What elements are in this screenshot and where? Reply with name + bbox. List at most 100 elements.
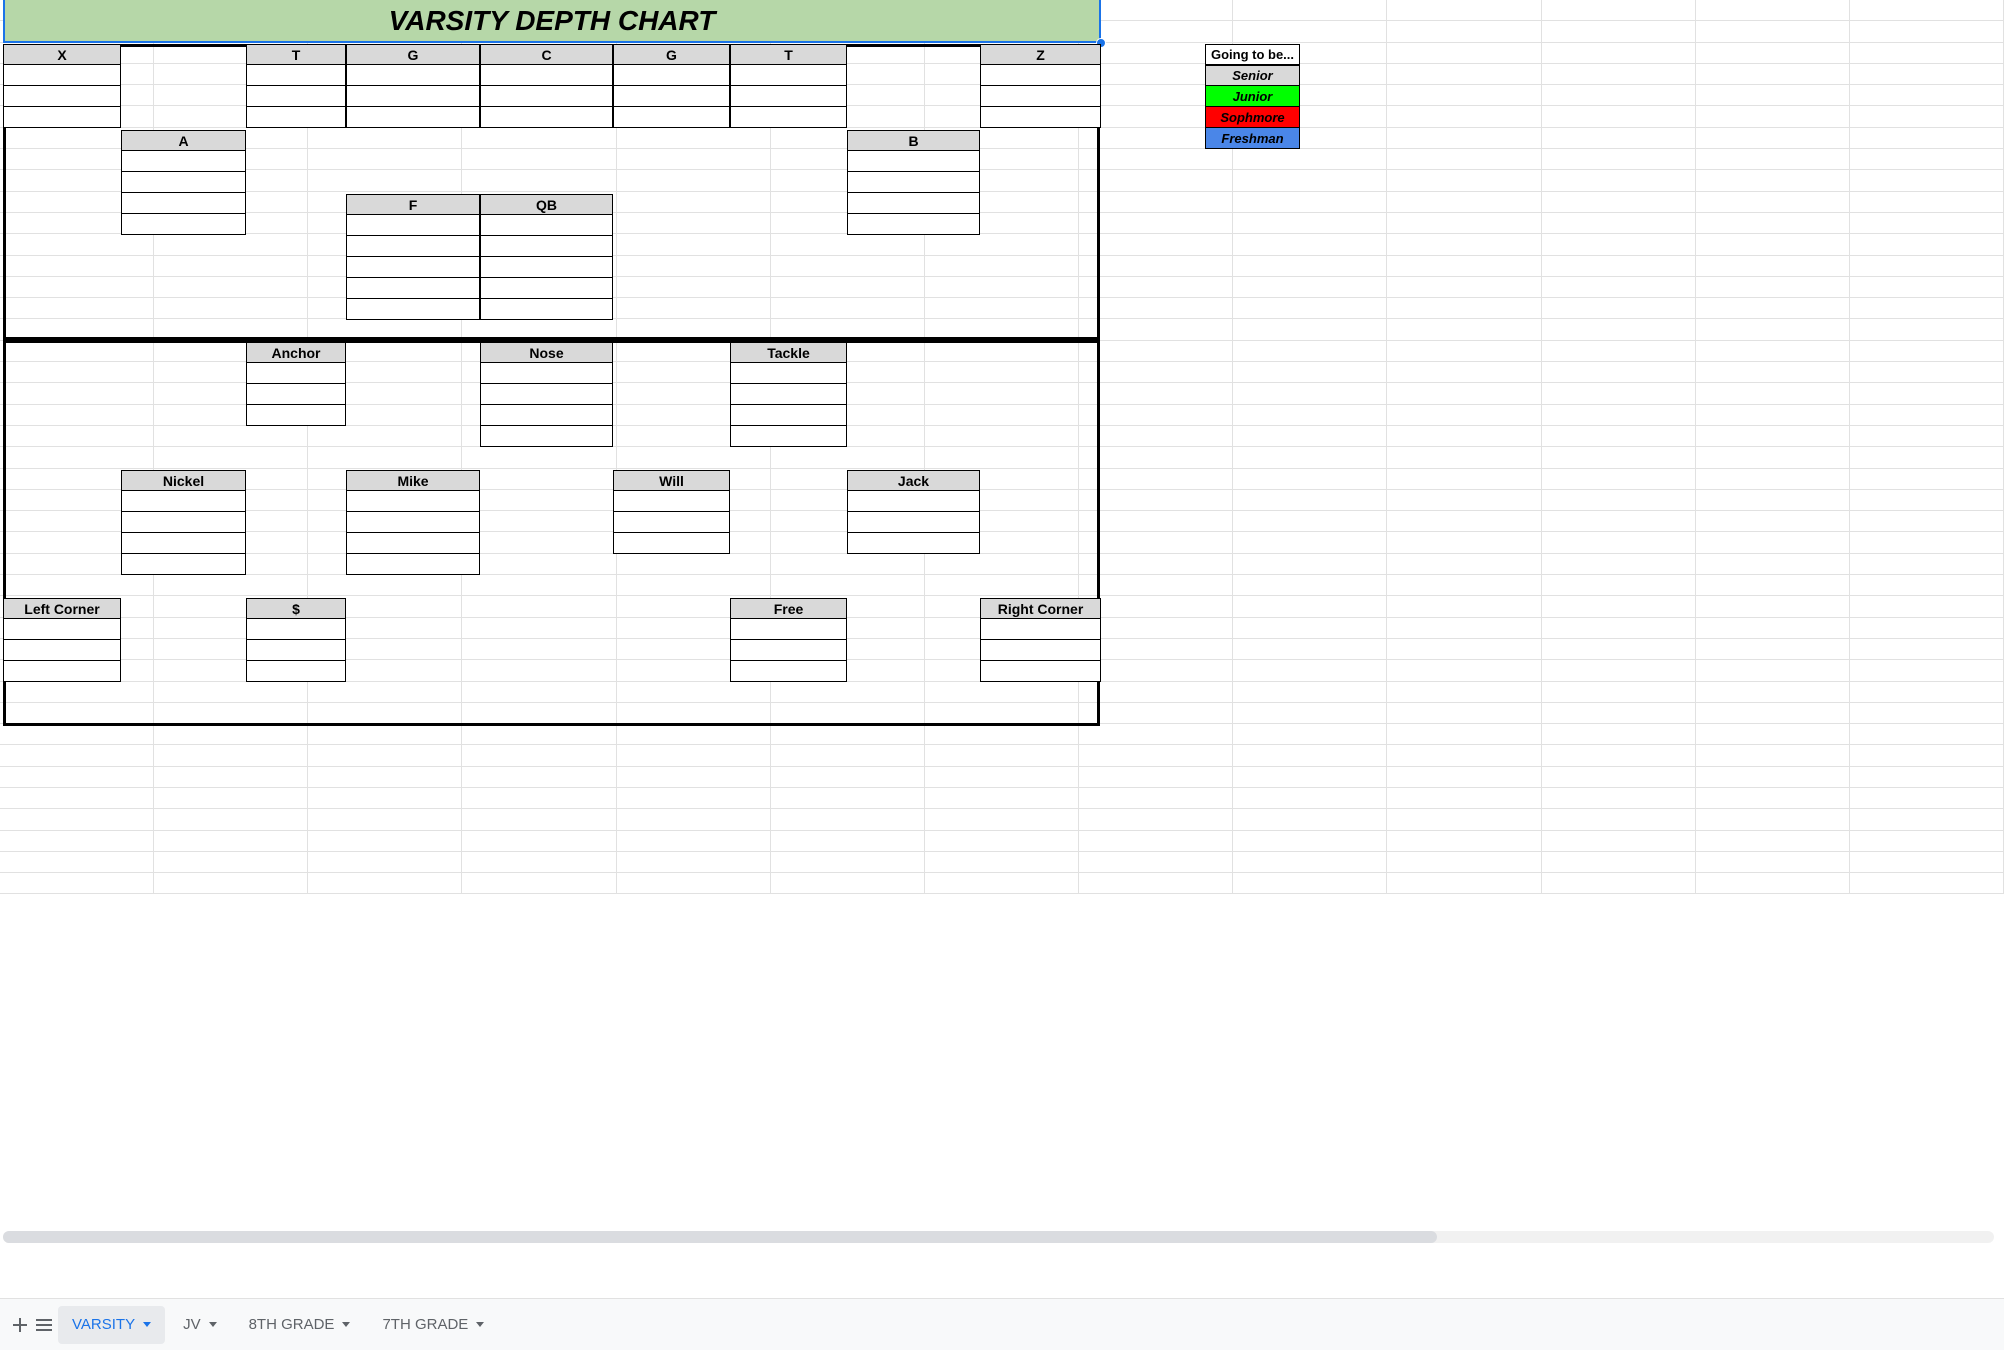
all-sheets-icon[interactable] xyxy=(34,1315,54,1335)
depth-cell[interactable] xyxy=(980,65,1101,86)
position-header[interactable]: Jack xyxy=(847,470,980,491)
depth-cell[interactable] xyxy=(613,512,730,533)
depth-cell[interactable] xyxy=(346,215,480,236)
add-sheet-icon[interactable] xyxy=(10,1315,30,1335)
position-header[interactable]: G xyxy=(613,44,730,65)
depth-cell[interactable] xyxy=(346,299,480,320)
position-header[interactable]: Nose xyxy=(480,342,613,363)
depth-cell[interactable] xyxy=(246,640,346,661)
depth-cell[interactable] xyxy=(613,65,730,86)
depth-cell[interactable] xyxy=(847,512,980,533)
depth-cell[interactable] xyxy=(346,107,480,128)
depth-cell[interactable] xyxy=(847,193,980,214)
position-header[interactable]: A xyxy=(121,130,246,151)
position-header[interactable]: Mike xyxy=(346,470,480,491)
depth-cell[interactable] xyxy=(480,107,613,128)
depth-cell[interactable] xyxy=(847,533,980,554)
position-header[interactable]: Tackle xyxy=(730,342,847,363)
depth-cell[interactable] xyxy=(980,640,1101,661)
position-header[interactable]: Anchor xyxy=(246,342,346,363)
depth-cell[interactable] xyxy=(480,215,613,236)
position-header[interactable]: F xyxy=(346,194,480,215)
depth-cell[interactable] xyxy=(980,86,1101,107)
chevron-down-icon[interactable] xyxy=(476,1322,484,1327)
depth-cell[interactable] xyxy=(246,65,346,86)
depth-cell[interactable] xyxy=(847,491,980,512)
position-header[interactable]: Nickel xyxy=(121,470,246,491)
depth-cell[interactable] xyxy=(246,363,346,384)
depth-cell[interactable] xyxy=(121,214,246,235)
depth-cell[interactable] xyxy=(346,512,480,533)
position-header[interactable]: G xyxy=(346,44,480,65)
chevron-down-icon[interactable] xyxy=(143,1322,151,1327)
depth-cell[interactable] xyxy=(730,363,847,384)
depth-cell[interactable] xyxy=(730,384,847,405)
depth-cell[interactable] xyxy=(246,405,346,426)
scrollbar-thumb[interactable] xyxy=(3,1231,1437,1243)
depth-cell[interactable] xyxy=(246,661,346,682)
position-header[interactable]: T xyxy=(246,44,346,65)
position-header[interactable]: C xyxy=(480,44,613,65)
position-header[interactable]: X xyxy=(3,44,121,65)
depth-cell[interactable] xyxy=(730,426,847,447)
depth-cell[interactable] xyxy=(346,86,480,107)
depth-cell[interactable] xyxy=(480,426,613,447)
depth-cell[interactable] xyxy=(346,257,480,278)
depth-cell[interactable] xyxy=(730,661,847,682)
depth-cell[interactable] xyxy=(980,107,1101,128)
depth-cell[interactable] xyxy=(3,661,121,682)
sheet-tab-7th-grade[interactable]: 7TH GRADE xyxy=(368,1306,498,1344)
depth-cell[interactable] xyxy=(121,533,246,554)
position-header[interactable]: Right Corner xyxy=(980,598,1101,619)
position-header[interactable]: Z xyxy=(980,44,1101,65)
depth-cell[interactable] xyxy=(613,86,730,107)
depth-cell[interactable] xyxy=(730,65,847,86)
spreadsheet-area[interactable]: VARSITY DEPTH CHART XTGCGTZABFQBAnchorNo… xyxy=(0,0,2004,1298)
depth-cell[interactable] xyxy=(3,640,121,661)
depth-cell[interactable] xyxy=(121,172,246,193)
depth-cell[interactable] xyxy=(980,661,1101,682)
position-header[interactable]: T xyxy=(730,44,847,65)
position-header[interactable]: B xyxy=(847,130,980,151)
depth-cell[interactable] xyxy=(730,86,847,107)
depth-cell[interactable] xyxy=(480,257,613,278)
depth-cell[interactable] xyxy=(3,86,121,107)
depth-cell[interactable] xyxy=(346,533,480,554)
depth-cell[interactable] xyxy=(730,640,847,661)
depth-cell[interactable] xyxy=(346,65,480,86)
depth-cell[interactable] xyxy=(246,384,346,405)
chevron-down-icon[interactable] xyxy=(209,1322,217,1327)
depth-cell[interactable] xyxy=(480,299,613,320)
depth-cell[interactable] xyxy=(480,405,613,426)
depth-cell[interactable] xyxy=(246,86,346,107)
position-header[interactable]: Will xyxy=(613,470,730,491)
depth-cell[interactable] xyxy=(121,151,246,172)
position-header[interactable]: Free xyxy=(730,598,847,619)
depth-cell[interactable] xyxy=(730,405,847,426)
depth-cell[interactable] xyxy=(346,554,480,575)
depth-cell[interactable] xyxy=(3,619,121,640)
depth-cell[interactable] xyxy=(480,86,613,107)
depth-cell[interactable] xyxy=(246,619,346,640)
depth-cell[interactable] xyxy=(613,107,730,128)
depth-cell[interactable] xyxy=(480,236,613,257)
depth-cell[interactable] xyxy=(730,619,847,640)
depth-cell[interactable] xyxy=(613,533,730,554)
depth-cell[interactable] xyxy=(480,278,613,299)
depth-cell[interactable] xyxy=(3,107,121,128)
depth-cell[interactable] xyxy=(730,107,847,128)
depth-cell[interactable] xyxy=(480,363,613,384)
depth-cell[interactable] xyxy=(346,491,480,512)
horizontal-scrollbar[interactable] xyxy=(3,1231,1994,1243)
depth-cell[interactable] xyxy=(3,65,121,86)
depth-cell[interactable] xyxy=(980,619,1101,640)
depth-cell[interactable] xyxy=(613,491,730,512)
depth-cell[interactable] xyxy=(480,65,613,86)
sheet-tab-varsity[interactable]: VARSITY xyxy=(58,1306,165,1344)
depth-cell[interactable] xyxy=(346,236,480,257)
title-cell[interactable]: VARSITY DEPTH CHART xyxy=(3,0,1101,42)
depth-cell[interactable] xyxy=(346,278,480,299)
depth-cell[interactable] xyxy=(121,554,246,575)
depth-cell[interactable] xyxy=(121,193,246,214)
depth-cell[interactable] xyxy=(480,384,613,405)
